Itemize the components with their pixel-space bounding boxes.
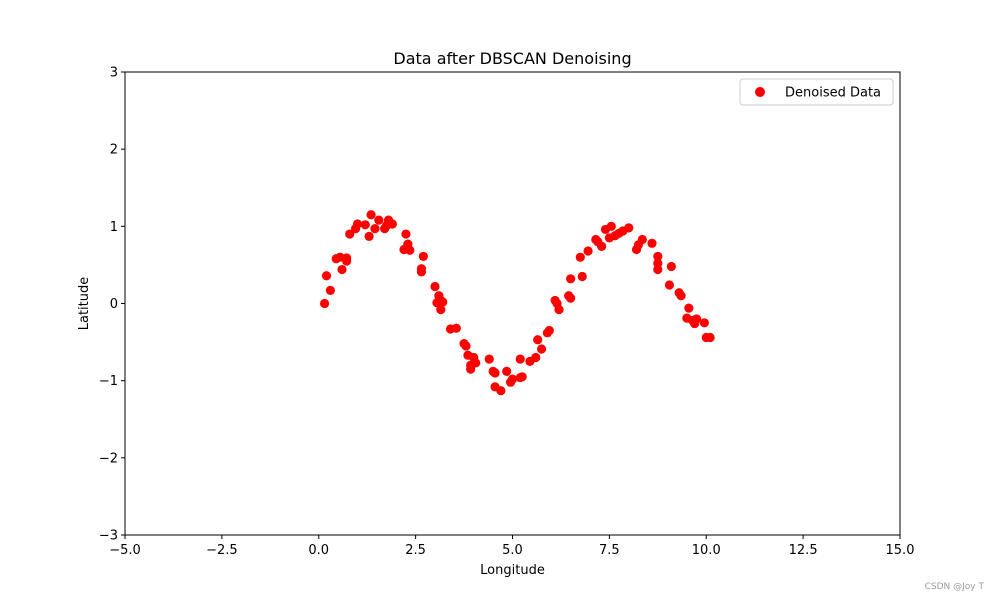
data-point bbox=[438, 297, 448, 307]
y-axis-label: Latitude bbox=[77, 277, 92, 331]
data-point bbox=[461, 341, 471, 351]
data-point bbox=[319, 298, 330, 309]
y-tick-label: −2 bbox=[99, 451, 118, 466]
data-point bbox=[544, 325, 554, 336]
data-point bbox=[691, 314, 702, 324]
axes: −5.0 −2.5 0.0 2.5 5.0 7.5 10.0 12.5 15.0 −3 −2 −1 0 1… bbox=[99, 66, 915, 559]
data-point bbox=[325, 285, 335, 295]
data-point bbox=[490, 368, 500, 378]
data-point bbox=[321, 271, 332, 281]
data-point bbox=[676, 291, 686, 301]
data-point bbox=[566, 274, 576, 284]
legend: Denoised Data bbox=[739, 78, 894, 106]
data-point bbox=[705, 332, 715, 343]
data-point bbox=[533, 335, 543, 345]
data-point bbox=[496, 386, 506, 396]
y-tick-label: 3 bbox=[110, 66, 118, 81]
data-point bbox=[416, 264, 427, 274]
x-tick-label: −5.0 bbox=[109, 543, 141, 558]
data-point bbox=[387, 219, 397, 229]
data-point bbox=[366, 210, 376, 220]
legend-label: Denoised Data bbox=[785, 86, 881, 101]
data-point bbox=[360, 220, 370, 230]
data-point bbox=[345, 229, 355, 239]
x-tick-label: 0.0 bbox=[308, 543, 329, 558]
x-tick-label: 7.5 bbox=[599, 543, 620, 558]
plot-frame bbox=[124, 71, 901, 536]
legend-marker bbox=[755, 87, 765, 97]
data-points bbox=[319, 210, 715, 396]
data-point bbox=[418, 251, 428, 262]
data-point bbox=[466, 364, 476, 374]
data-point bbox=[471, 358, 481, 368]
data-point bbox=[405, 245, 415, 255]
data-point bbox=[370, 224, 380, 234]
data-point bbox=[364, 231, 374, 241]
data-point bbox=[637, 234, 647, 245]
y-tick-label: 1 bbox=[110, 220, 118, 235]
x-tick-label: 2.5 bbox=[405, 543, 426, 558]
data-point bbox=[577, 271, 587, 282]
data-point bbox=[575, 252, 585, 262]
data-point bbox=[684, 303, 694, 313]
data-point bbox=[536, 344, 547, 354]
data-point bbox=[653, 251, 663, 262]
data-point bbox=[624, 223, 634, 233]
data-point bbox=[451, 323, 461, 333]
data-point bbox=[566, 293, 576, 303]
data-point bbox=[606, 221, 616, 231]
data-point bbox=[337, 264, 347, 275]
data-point bbox=[342, 253, 352, 263]
data-point bbox=[583, 246, 593, 256]
data-point bbox=[430, 281, 440, 292]
x-tick-label: 5.0 bbox=[502, 543, 523, 558]
data-point bbox=[597, 241, 607, 251]
data-point bbox=[653, 258, 663, 268]
data-point bbox=[647, 238, 657, 248]
x-axis-label: Longitude bbox=[480, 563, 545, 578]
legend-frame bbox=[739, 78, 894, 106]
data-point bbox=[352, 219, 363, 229]
data-point bbox=[502, 366, 512, 377]
x-tick-label: 10.0 bbox=[692, 543, 721, 558]
y-tick-label: 0 bbox=[110, 297, 118, 312]
data-point bbox=[401, 229, 411, 239]
data-point bbox=[374, 215, 384, 225]
data-point bbox=[699, 318, 709, 328]
y-tick-label: 2 bbox=[110, 143, 118, 158]
data-point bbox=[436, 305, 446, 315]
y-tick-label: −3 bbox=[99, 529, 118, 544]
data-point bbox=[484, 354, 494, 364]
data-point bbox=[666, 261, 676, 272]
data-point bbox=[554, 305, 564, 315]
chart-title: Data after DBSCAN Denoising bbox=[393, 49, 631, 68]
data-point bbox=[517, 372, 527, 382]
data-point bbox=[664, 280, 675, 290]
y-tick-label: −1 bbox=[99, 374, 118, 389]
data-point bbox=[531, 352, 541, 363]
x-tick-label: −2.5 bbox=[206, 543, 238, 558]
data-point bbox=[507, 374, 518, 384]
x-tick-label: 15.0 bbox=[886, 543, 915, 558]
data-point bbox=[515, 354, 525, 364]
watermark: CSDN @Joy T bbox=[924, 582, 984, 592]
x-tick-label: 12.5 bbox=[789, 543, 818, 558]
